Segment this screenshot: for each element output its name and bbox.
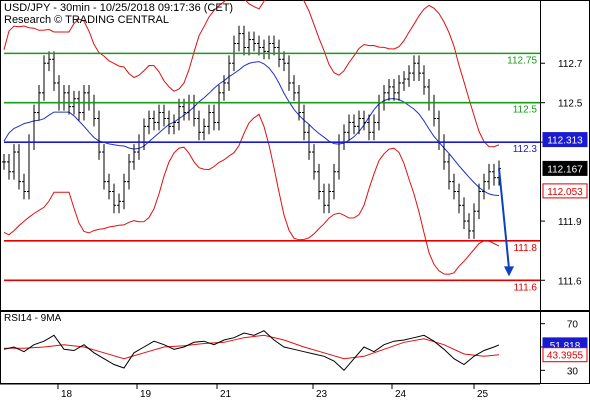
price-y-tick-label: 112.7 — [558, 59, 583, 70]
forecast-arrow-line — [498, 168, 510, 269]
x-tick-label: 21 — [220, 389, 232, 400]
level-label: 111.6 — [513, 282, 537, 293]
price-y-tick-label: 111.9 — [558, 217, 582, 228]
axis-value-marker — [542, 160, 588, 176]
forecast-arrow-head — [504, 266, 514, 277]
axis-value-marker — [542, 183, 588, 199]
price-panel-frame — [0, 0, 590, 311]
x-tick-label: 24 — [395, 389, 407, 400]
x-tick-label: 18 — [61, 389, 73, 400]
rsi-value-marker-label: 43.3955 — [547, 351, 584, 362]
axis-value-marker-label: 112.313 — [547, 136, 583, 147]
chart-header-title: USD/JPY - 30min - 10/25/2018 09:17:36 (C… — [4, 2, 234, 14]
axis-value-marker — [542, 132, 588, 148]
price-y-tick-label: 112.5 — [558, 99, 583, 110]
rsi-panel-title: RSI14 - 9MA — [4, 313, 62, 324]
x-tick-label: 19 — [140, 389, 152, 400]
chart-header-source: Research © TRADING CENTRAL — [4, 14, 169, 26]
rsi-line — [3, 330, 500, 372]
level-label: 111.8 — [513, 243, 537, 254]
moving-average-line — [3, 61, 500, 196]
level-label: 112.5 — [513, 105, 538, 116]
rsi-value-marker-label: 51.818 — [550, 341, 581, 352]
rsi-signal-line — [4, 334, 500, 360]
level-label: 112.3 — [513, 144, 538, 155]
rsi-y-tick-label: 70 — [567, 320, 579, 331]
axis-value-marker-label: 112.167 — [547, 164, 583, 175]
rsi-y-tick-label: 30 — [567, 366, 579, 377]
x-tick-label: 25 — [477, 389, 489, 400]
price-y-tick-label: 111.6 — [558, 276, 582, 287]
bollinger-upper-line — [3, 0, 500, 148]
level-label: 112.75 — [507, 55, 537, 66]
rsi-value-marker — [542, 347, 588, 363]
axis-value-marker-label: 112.053 — [547, 187, 583, 198]
x-tick-label: 23 — [316, 389, 328, 400]
bollinger-lower-line — [3, 113, 500, 275]
rsi-panel-frame — [0, 311, 590, 384]
